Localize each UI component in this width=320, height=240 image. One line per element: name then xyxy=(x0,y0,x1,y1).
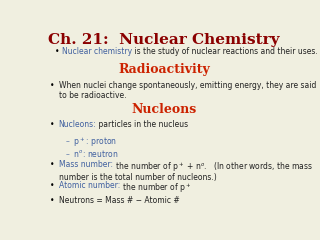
Text: •: • xyxy=(55,47,60,56)
Text: the number of p$^+$ + n$^o$.   (In other words, the mass: the number of p$^+$ + n$^o$. (In other w… xyxy=(113,160,313,174)
Text: •: • xyxy=(50,81,54,90)
Text: particles in the nucleus: particles in the nucleus xyxy=(96,120,188,129)
Text: Nucleons: Nucleons xyxy=(132,103,196,116)
Text: Ch. 21:  Nuclear Chemistry: Ch. 21: Nuclear Chemistry xyxy=(48,33,280,48)
Text: –  n$^o$: neutron: – n$^o$: neutron xyxy=(65,148,118,159)
Text: Nucleons:: Nucleons: xyxy=(59,120,96,129)
Text: •: • xyxy=(50,196,54,205)
Text: Radioactivity: Radioactivity xyxy=(118,63,210,76)
Text: •: • xyxy=(50,120,54,129)
Text: Neutrons = Mass # − Atomic #: Neutrons = Mass # − Atomic # xyxy=(59,196,179,205)
Text: is the study of nuclear reactions and their uses.: is the study of nuclear reactions and th… xyxy=(132,47,318,56)
Text: Nuclear chemistry: Nuclear chemistry xyxy=(62,47,132,56)
Text: When nuclei change spontaneously, emitting energy, they are said
to be radioacti: When nuclei change spontaneously, emitti… xyxy=(59,81,316,100)
Text: Atomic number:: Atomic number: xyxy=(59,181,120,191)
Text: Mass number:: Mass number: xyxy=(59,160,113,169)
Text: •: • xyxy=(50,181,54,191)
Text: •: • xyxy=(50,160,54,169)
Text: –  p$^+$: proton: – p$^+$: proton xyxy=(65,135,117,149)
Text: the number of p$^+$: the number of p$^+$ xyxy=(120,181,191,195)
Text: number is the total number of nucleons.): number is the total number of nucleons.) xyxy=(59,173,216,182)
